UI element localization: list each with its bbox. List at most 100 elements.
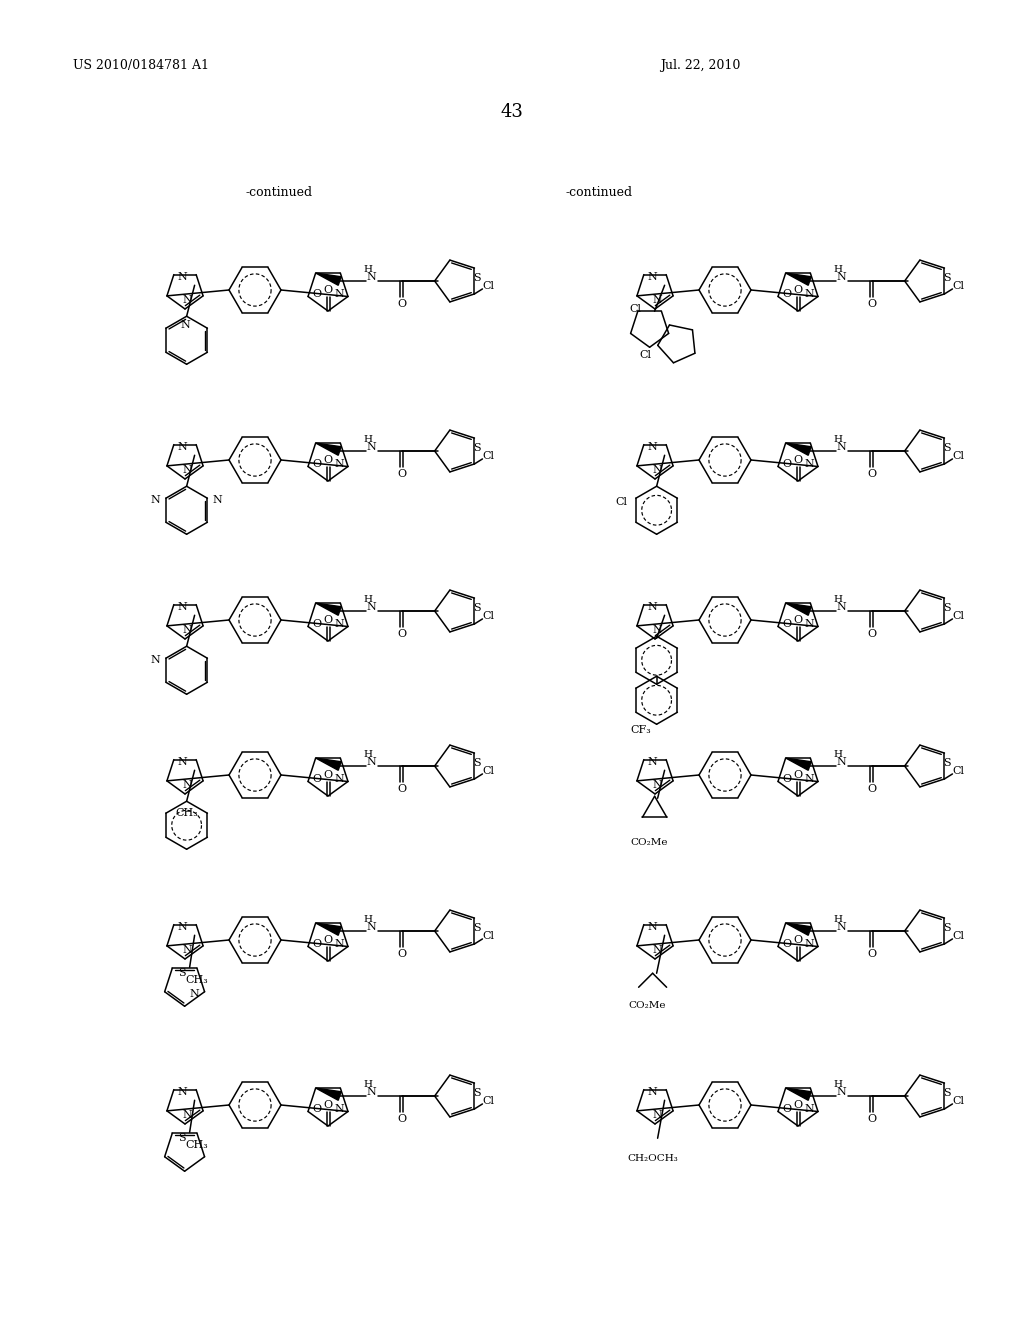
Text: H: H [834,264,842,273]
Text: N: N [648,921,657,932]
Text: Cl: Cl [640,350,651,360]
Text: N: N [367,921,377,932]
Text: O: O [312,289,322,300]
Text: O: O [782,459,792,470]
Text: O: O [397,300,407,309]
Text: O: O [867,1114,877,1125]
Text: CH₃: CH₃ [175,808,198,818]
Text: N: N [367,1086,377,1097]
Text: N: N [367,442,377,451]
Text: N: N [652,1110,662,1119]
Text: Cl: Cl [482,1096,495,1106]
Text: 43: 43 [501,103,523,121]
Text: Cl: Cl [952,766,965,776]
Text: N: N [367,272,377,282]
Text: S: S [943,273,950,282]
Text: Cl: Cl [482,451,495,461]
Text: H: H [834,750,842,759]
Text: Cl: Cl [952,281,965,290]
Text: O: O [324,935,333,945]
Text: O: O [794,455,803,465]
Text: CO₂Me: CO₂Me [631,838,669,846]
Text: N: N [648,272,657,281]
Text: H: H [834,915,842,924]
Text: S: S [473,758,480,768]
Text: O: O [312,940,322,949]
Polygon shape [785,758,811,771]
Polygon shape [785,603,811,615]
Text: N: N [334,940,344,949]
Text: O: O [397,469,407,479]
Text: O: O [867,630,877,639]
Text: O: O [867,469,877,479]
Text: Cl: Cl [482,766,495,776]
Text: CH₂OCH₃: CH₂OCH₃ [628,1154,678,1163]
Polygon shape [785,273,811,285]
Text: H: H [364,915,372,924]
Text: O: O [794,770,803,780]
Text: O: O [782,619,792,630]
Text: N: N [837,1086,847,1097]
Text: N: N [151,655,161,665]
Text: N: N [804,459,814,470]
Polygon shape [785,1088,811,1101]
Text: S: S [473,1088,480,1098]
Text: CH₃: CH₃ [185,1140,208,1150]
Text: S: S [943,444,950,453]
Text: O: O [782,1105,792,1114]
Text: O: O [397,949,407,960]
Text: N: N [182,624,191,635]
Text: N: N [648,602,657,611]
Text: Cl: Cl [482,281,495,290]
Text: N: N [804,289,814,300]
Text: N: N [178,1086,187,1097]
Text: H: H [834,434,842,444]
Text: N: N [837,756,847,767]
Text: N: N [181,321,190,330]
Polygon shape [315,444,341,455]
Text: H: H [364,750,372,759]
Text: S: S [943,1088,950,1098]
Polygon shape [315,603,341,615]
Text: S: S [943,923,950,933]
Text: N: N [652,624,662,635]
Text: N: N [652,294,662,305]
Text: O: O [794,1100,803,1110]
Text: N: N [334,619,344,630]
Text: S: S [943,758,950,768]
Text: N: N [652,780,662,789]
Text: N: N [182,1110,191,1119]
Text: Cl: Cl [952,451,965,461]
Polygon shape [315,923,341,936]
Text: Cl: Cl [630,304,642,314]
Text: N: N [213,495,222,506]
Text: N: N [648,442,657,451]
Text: N: N [182,780,191,789]
Text: N: N [189,989,200,999]
Text: O: O [782,289,792,300]
Polygon shape [315,758,341,771]
Text: Jul. 22, 2010: Jul. 22, 2010 [660,58,740,71]
Text: N: N [178,921,187,932]
Text: H: H [364,434,372,444]
Text: O: O [397,630,407,639]
Text: N: N [837,272,847,282]
Text: N: N [837,602,847,612]
Text: O: O [312,1105,322,1114]
Text: O: O [324,770,333,780]
Polygon shape [785,923,811,936]
Text: N: N [367,756,377,767]
Text: N: N [334,459,344,470]
Text: O: O [867,300,877,309]
Text: -continued: -continued [565,186,632,198]
Text: N: N [178,272,187,281]
Text: N: N [178,602,187,611]
Text: H: H [364,1080,372,1089]
Text: N: N [804,619,814,630]
Text: N: N [648,1086,657,1097]
Text: O: O [782,940,792,949]
Text: O: O [794,615,803,624]
Text: O: O [324,455,333,465]
Text: N: N [652,945,662,954]
Text: N: N [182,945,191,954]
